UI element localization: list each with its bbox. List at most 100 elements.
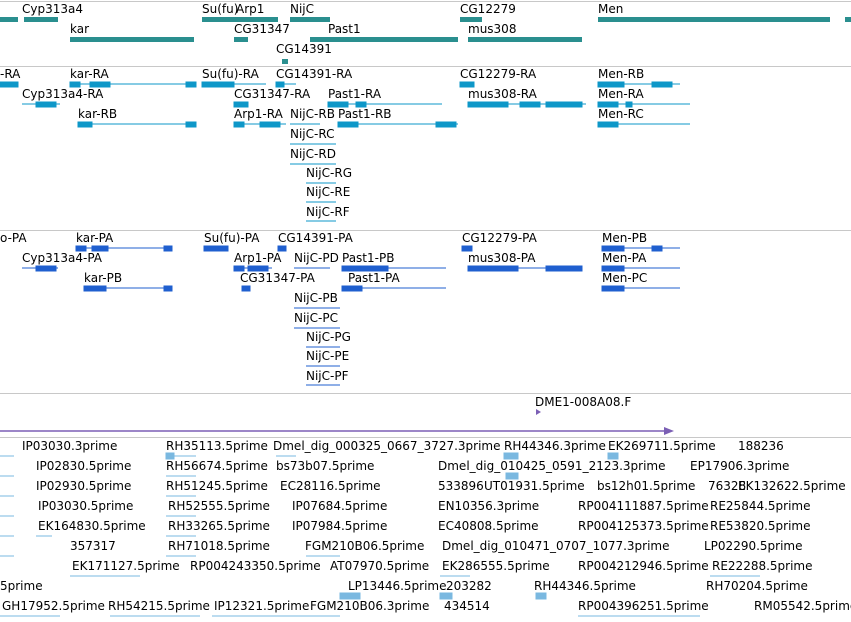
est-label[interactable]: IP03030.5prime xyxy=(38,499,134,513)
gene-label[interactable]: Cyp313a4 xyxy=(22,2,83,16)
transcript-label[interactable]: CG12279-RA xyxy=(460,67,537,81)
est-label[interactable]: RP004111887.5prime xyxy=(578,499,709,513)
gene-label[interactable]: kar xyxy=(70,22,90,36)
protein-label[interactable]: CG31347-PA xyxy=(240,271,315,285)
est-label[interactable]: bs73b07.5prime xyxy=(276,459,375,473)
gene-label[interactable]: CG12279 xyxy=(460,2,516,16)
est-label[interactable]: EK164830.5prime xyxy=(38,519,146,533)
transcript-label[interactable]: -RA xyxy=(0,67,21,81)
est-label[interactable]: RM05542.5prime xyxy=(754,599,851,613)
protein-label[interactable]: Past1-PB xyxy=(342,251,395,265)
est-label[interactable]: EN10356.3prime xyxy=(438,499,540,513)
transcript-label[interactable]: NijC-RC xyxy=(290,127,335,141)
transcript-label[interactable]: NijC-RG xyxy=(306,166,352,180)
est-label[interactable]: FGM210B06.3prime xyxy=(310,599,430,613)
est-label[interactable]: RH52555.5prime xyxy=(168,499,270,513)
est-label[interactable]: RH56674.5prime xyxy=(166,459,268,473)
protein-label[interactable]: NijC-PB xyxy=(294,291,338,305)
est-label[interactable]: EC40808.5prime xyxy=(438,519,539,533)
transcript-label[interactable]: kar-RA xyxy=(70,67,109,81)
protein-label[interactable]: kar-PA xyxy=(76,231,114,245)
transcript-label[interactable]: NijC-RF xyxy=(306,205,350,219)
protein-label[interactable]: CG14391-PA xyxy=(278,231,353,245)
protein-label[interactable]: Su(fu)-PA xyxy=(204,231,260,245)
protein-label[interactable]: NijC-PG xyxy=(306,330,351,344)
protein-label[interactable]: NijC-PE xyxy=(306,349,350,363)
est-label[interactable]: AT07970.5prime xyxy=(330,559,430,573)
est-label[interactable]: RP004125373.5prime xyxy=(578,519,709,533)
transcript-label[interactable]: Su(fu)-RA xyxy=(202,67,259,81)
gene-label[interactable]: CG31347 xyxy=(234,22,290,36)
protein-label[interactable]: mus308-PA xyxy=(468,251,536,265)
est-label[interactable]: bs12h01.5prime xyxy=(597,479,696,493)
transcript-label[interactable]: Men-RC xyxy=(598,107,644,121)
protein-label[interactable]: Arp1-PA xyxy=(234,251,282,265)
protein-label[interactable]: o-PA xyxy=(0,231,27,245)
est-label[interactable]: RE25844.5prime xyxy=(710,499,811,513)
transcript-label[interactable]: Arp1-RA xyxy=(234,107,283,121)
est-label[interactable]: GH17952.5prime xyxy=(2,599,105,613)
transcript-label[interactable]: NijC-RB xyxy=(290,107,335,121)
est-label[interactable]: EK269711.5prime xyxy=(608,439,716,453)
clone-label[interactable]: DME1-008A08.F xyxy=(535,395,632,409)
est-label[interactable]: 203282 xyxy=(446,579,492,593)
est-label[interactable]: EC28116.5prime xyxy=(280,479,381,493)
protein-label[interactable]: Past1-PA xyxy=(348,271,400,285)
protein-label[interactable]: Men-PA xyxy=(602,251,647,265)
est-label[interactable]: RH44346.5prime xyxy=(534,579,636,593)
protein-label[interactable]: Cyp313a4-PA xyxy=(22,251,102,265)
est-label[interactable]: FGM210B06.5prime xyxy=(305,539,425,553)
est-label[interactable]: RH71018.5prime xyxy=(168,539,270,553)
gene-label[interactable]: Su(fu) xyxy=(202,2,239,16)
est-label[interactable]: RE53820.5prime xyxy=(710,519,811,533)
est-label[interactable]: RH54215.5prime xyxy=(108,599,210,613)
est-label[interactable]: Dmel_dig_010471_0707_1077.3prime xyxy=(442,539,670,553)
est-label[interactable]: 357317 xyxy=(70,539,116,553)
est-label[interactable]: RH44346.3prime xyxy=(504,439,606,453)
gene-label[interactable]: Past1 xyxy=(328,22,361,36)
est-label[interactable]: 5prime xyxy=(0,579,43,593)
est-label[interactable]: RH70204.5prime xyxy=(706,579,808,593)
protein-label[interactable]: NijC-PC xyxy=(294,311,338,325)
protein-label[interactable]: NijC-PF xyxy=(306,369,349,383)
est-label[interactable]: RH33265.5prime xyxy=(168,519,270,533)
est-label[interactable]: IP07984.5prime xyxy=(292,519,388,533)
est-label[interactable]: 533896 xyxy=(438,479,484,493)
transcript-label[interactable]: Past1-RB xyxy=(338,107,392,121)
est-label[interactable]: EP17906.3prime xyxy=(690,459,790,473)
est-label[interactable]: RP004396251.5prime xyxy=(578,599,709,613)
transcript-label[interactable]: Cyp313a4-RA xyxy=(22,87,104,101)
est-label[interactable]: RE22288.5prime xyxy=(712,559,813,573)
est-label[interactable]: IP07684.5prime xyxy=(292,499,388,513)
gene-label[interactable]: NijC xyxy=(290,2,315,16)
est-label[interactable]: IP03030.3prime xyxy=(22,439,118,453)
est-label[interactable]: RP004212946.5prime xyxy=(578,559,709,573)
transcript-label[interactable]: kar-RB xyxy=(78,107,118,121)
transcript-label[interactable]: NijC-RD xyxy=(290,147,336,161)
protein-label[interactable]: NijC-PD xyxy=(294,251,339,265)
est-label[interactable]: RH51245.5prime xyxy=(166,479,268,493)
protein-label[interactable]: CG12279-PA xyxy=(462,231,537,245)
est-label[interactable]: Dmel_dig_000325_0667_3727.3prime xyxy=(273,439,501,453)
gene-label[interactable]: CG14391 xyxy=(276,42,332,56)
est-label[interactable]: 434514 xyxy=(444,599,490,613)
est-label[interactable]: IP02830.5prime xyxy=(36,459,132,473)
transcript-label[interactable]: mus308-RA xyxy=(468,87,537,101)
est-label[interactable]: Dmel_dig_010425_0591_2123.3prime xyxy=(438,459,666,473)
est-label[interactable]: EK171127.5prime xyxy=(72,559,180,573)
transcript-label[interactable]: CG14391-RA xyxy=(276,67,353,81)
est-label[interactable]: LP13446.5prime xyxy=(348,579,447,593)
est-label[interactable]: UT01931.5prime xyxy=(484,479,585,493)
protein-label[interactable]: Men-PC xyxy=(602,271,648,285)
gene-label[interactable]: mus308 xyxy=(468,22,517,36)
transcript-label[interactable]: NijC-RE xyxy=(306,185,351,199)
est-label[interactable]: 188236 xyxy=(738,439,784,453)
transcript-label[interactable]: Men-RB xyxy=(598,67,645,81)
protein-label[interactable]: kar-PB xyxy=(84,271,123,285)
est-label[interactable]: RH35113.5prime xyxy=(166,439,268,453)
transcript-label[interactable]: Men-RA xyxy=(598,87,644,101)
gene-label[interactable]: Arp1 xyxy=(236,2,265,16)
protein-label[interactable]: Men-PB xyxy=(602,231,648,245)
est-label[interactable]: 76328 xyxy=(708,479,747,493)
transcript-label[interactable]: CG31347-RA xyxy=(234,87,311,101)
